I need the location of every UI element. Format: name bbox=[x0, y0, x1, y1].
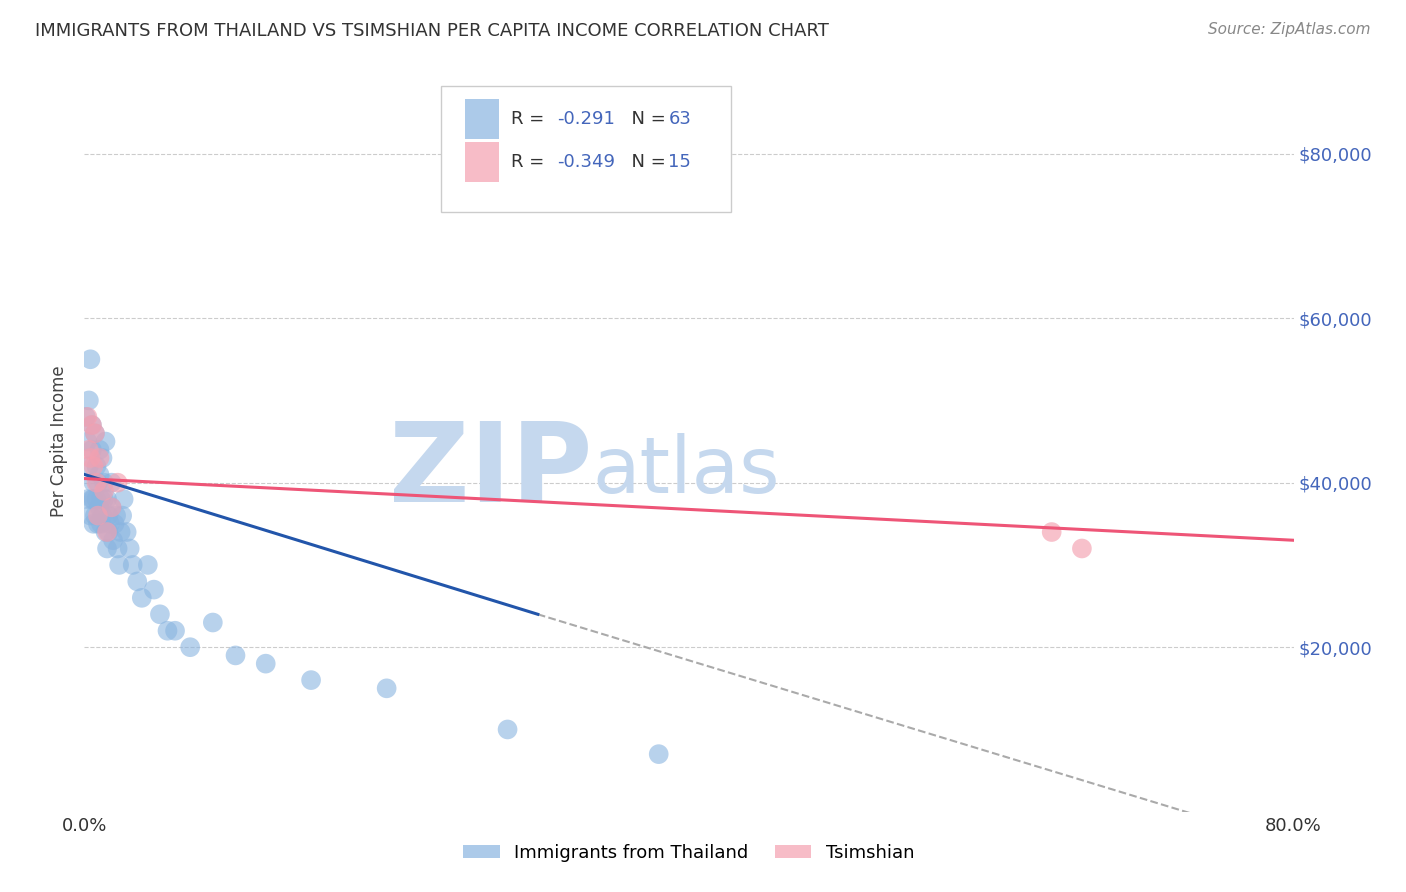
Point bbox=[93, 492, 115, 507]
Text: ZIP: ZIP bbox=[389, 417, 592, 524]
Point bbox=[79, 508, 101, 523]
Point bbox=[131, 591, 153, 605]
Point bbox=[80, 418, 103, 433]
Point bbox=[93, 475, 115, 490]
Text: R =: R = bbox=[512, 110, 550, 128]
Point bbox=[86, 459, 108, 474]
Point bbox=[80, 418, 103, 433]
Point bbox=[84, 426, 107, 441]
Text: R =: R = bbox=[512, 153, 550, 171]
Point bbox=[79, 352, 101, 367]
Point bbox=[97, 524, 120, 539]
Text: atlas: atlas bbox=[592, 434, 780, 509]
Point bbox=[111, 508, 134, 523]
Point bbox=[89, 467, 111, 482]
Point bbox=[149, 607, 172, 622]
Point bbox=[127, 574, 149, 589]
Point bbox=[89, 500, 111, 515]
Point bbox=[201, 615, 224, 630]
Point bbox=[105, 508, 128, 523]
Point bbox=[87, 475, 110, 490]
Point bbox=[165, 624, 187, 638]
Point bbox=[299, 673, 322, 687]
FancyBboxPatch shape bbox=[465, 99, 499, 139]
Point bbox=[84, 426, 107, 441]
Legend: Immigrants from Thailand, Tsimshian: Immigrants from Thailand, Tsimshian bbox=[456, 837, 922, 870]
FancyBboxPatch shape bbox=[465, 142, 499, 183]
Point bbox=[112, 492, 135, 507]
Point bbox=[77, 393, 100, 408]
Point bbox=[80, 492, 103, 507]
Point bbox=[136, 558, 159, 572]
Text: N =: N = bbox=[620, 110, 672, 128]
Point bbox=[1040, 524, 1063, 539]
Point bbox=[118, 541, 141, 556]
Point bbox=[82, 475, 104, 490]
Point bbox=[100, 500, 122, 515]
Point bbox=[84, 508, 107, 523]
Point bbox=[90, 516, 112, 531]
Text: N =: N = bbox=[620, 153, 672, 171]
Point bbox=[82, 492, 104, 507]
Point bbox=[121, 558, 143, 572]
Point bbox=[91, 508, 114, 523]
Point bbox=[93, 483, 115, 498]
Point bbox=[76, 434, 98, 449]
Point bbox=[96, 524, 118, 539]
Point bbox=[77, 459, 100, 474]
Point bbox=[156, 624, 179, 638]
Point bbox=[94, 524, 117, 539]
Point bbox=[1071, 541, 1094, 556]
Point bbox=[108, 558, 131, 572]
Text: -0.291: -0.291 bbox=[557, 110, 614, 128]
Point bbox=[89, 442, 111, 457]
Point bbox=[79, 450, 101, 465]
Point bbox=[96, 492, 118, 507]
Point bbox=[110, 524, 132, 539]
Point bbox=[86, 475, 108, 490]
Point bbox=[76, 492, 98, 507]
Point bbox=[107, 475, 129, 490]
Point bbox=[75, 409, 97, 424]
Point bbox=[104, 516, 127, 531]
Point bbox=[87, 516, 110, 531]
Point bbox=[86, 492, 108, 507]
Text: 15: 15 bbox=[668, 153, 692, 171]
Y-axis label: Per Capita Income: Per Capita Income bbox=[51, 366, 69, 517]
Point bbox=[100, 475, 122, 490]
Point bbox=[82, 459, 104, 474]
Point bbox=[225, 648, 247, 663]
Point bbox=[94, 434, 117, 449]
Point bbox=[97, 508, 120, 523]
Text: 63: 63 bbox=[668, 110, 692, 128]
Point bbox=[91, 450, 114, 465]
Point bbox=[90, 492, 112, 507]
Point bbox=[648, 747, 671, 761]
Point bbox=[89, 450, 111, 465]
Point bbox=[98, 516, 121, 531]
Point bbox=[101, 533, 124, 548]
Point bbox=[96, 541, 118, 556]
Point bbox=[496, 723, 519, 737]
Point bbox=[80, 442, 103, 457]
Point bbox=[77, 442, 100, 457]
Point bbox=[100, 500, 122, 515]
Point bbox=[142, 582, 165, 597]
Point bbox=[87, 508, 110, 523]
Text: Source: ZipAtlas.com: Source: ZipAtlas.com bbox=[1208, 22, 1371, 37]
Point bbox=[179, 640, 201, 655]
Text: IMMIGRANTS FROM THAILAND VS TSIMSHIAN PER CAPITA INCOME CORRELATION CHART: IMMIGRANTS FROM THAILAND VS TSIMSHIAN PE… bbox=[35, 22, 830, 40]
Point bbox=[115, 524, 138, 539]
Point bbox=[82, 516, 104, 531]
Text: -0.349: -0.349 bbox=[557, 153, 616, 171]
Point bbox=[254, 657, 277, 671]
Point bbox=[375, 681, 398, 696]
Point bbox=[76, 409, 98, 424]
FancyBboxPatch shape bbox=[441, 87, 731, 212]
Point bbox=[107, 541, 129, 556]
